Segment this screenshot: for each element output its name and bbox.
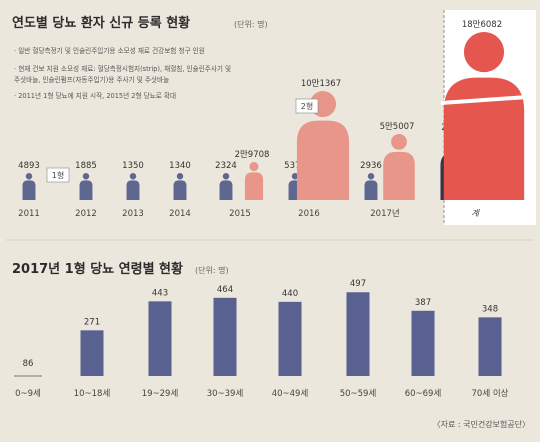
year-label-2015: 2015: [229, 209, 251, 219]
person-icon-type1-2013-body: [126, 180, 140, 200]
bar-30~39세: [213, 297, 237, 376]
value-label-type1-2016: 5373: [284, 161, 306, 171]
person-icon-type1-2013-head: [129, 173, 137, 180]
age-label-30~39세: 30~39세: [207, 389, 244, 399]
bar-value-0~9세: 86: [23, 359, 34, 369]
person-icon-type1-2014-body: [173, 180, 187, 200]
note-3: 주삿바늘, 인슐린펌프(자동주입기)용 주사기 및 주삿바늘: [14, 75, 169, 84]
age-label-40~49세: 40~49세: [272, 389, 309, 399]
person-icon-type2-2015-body: [244, 172, 264, 200]
person-icon-type2-계-body: [443, 77, 525, 200]
value-label-type1-2014: 1340: [169, 161, 191, 171]
year-label-계: 계: [471, 208, 480, 219]
value-label-type1-2013: 1350: [122, 161, 144, 171]
person-icon-type1-2014: [173, 173, 187, 200]
person-icon-type1-2017년-body: [364, 180, 378, 200]
person-icon-type1-2012-body: [79, 180, 93, 200]
year-label-2016: 2016: [298, 209, 320, 219]
age-bar-layer: 86 0~9세 271 10~18세 443 19~29세 464 30~39세 440 40~4…: [14, 279, 509, 399]
year-label-2014: 2014: [169, 209, 191, 219]
age-label-70세 이상: 70세 이상: [472, 388, 509, 399]
person-icon-type1-2015-head: [222, 173, 230, 180]
bar-10~18세: [80, 330, 104, 376]
chart1-title: 연도별 당뇨 환자 신규 등록 현황: [12, 15, 190, 31]
age-label-60~69세: 60~69세: [405, 389, 442, 399]
pictogram-layer: 4893 2011 1885 2012 1350 2013 1340 2014 23242만97…: [18, 20, 528, 219]
person-icon-type1-2012-head: [82, 173, 90, 180]
value-label-type1-2017년: 2936: [360, 161, 382, 171]
bar-70세 이상: [478, 317, 502, 376]
value-label-type1-2011: 4893: [18, 161, 40, 171]
type1-tag-box: [46, 167, 70, 183]
note-4: · 2011년 1형 당뇨에 지원 시작, 2015년 2형 당뇨로 확대: [14, 91, 176, 100]
person-icon-type1-2012: [79, 173, 93, 200]
person-icon-type1-2017년: [364, 173, 378, 200]
bar-40~49세: [278, 301, 302, 376]
person-icon-type1-2015: [219, 173, 233, 200]
person-icon-type2-2017년-body: [383, 151, 415, 200]
note-1: · 일반 혈당측정기 및 인슐린주입기용 소모성 재료 건강보험 청구 인원: [14, 46, 205, 55]
person-icon-type1-2011-head: [25, 173, 33, 180]
person-icon-type2-2017년-head: [391, 134, 407, 150]
bar-value-10~18세: 271: [84, 317, 100, 327]
bar-value-30~39세: 464: [217, 285, 233, 295]
bar-value-60~69세: 387: [415, 298, 431, 308]
age-label-0~9세: 0~9세: [15, 389, 41, 399]
bar-value-70세 이상: 348: [482, 304, 498, 314]
age-label-19~29세: 19~29세: [142, 389, 179, 399]
source: 〈자료 : 국민건강보험공단〉: [433, 419, 530, 429]
age-label-10~18세: 10~18세: [74, 389, 111, 399]
person-icon-type2-계: [440, 32, 528, 200]
person-icon-type2-계-axis-break: [440, 95, 528, 105]
person-icon-type2-2016-body: [296, 120, 350, 200]
value-label-type1-2012: 1885: [75, 161, 97, 171]
bar-value-19~29세: 443: [152, 288, 168, 298]
person-icon-type1-2011-body: [22, 180, 36, 200]
person-icon-type1-2015-body: [219, 180, 233, 200]
bar-value-40~49세: 440: [282, 289, 298, 299]
value-label-type2-계: 18만6082: [462, 20, 502, 30]
person-icon-type2-2015-head: [249, 162, 259, 172]
age-label-50~59세: 50~59세: [340, 389, 377, 399]
type1-tag: 1형: [52, 171, 64, 180]
person-icon-type1-2016-head: [291, 173, 299, 180]
note-2: · 현재 건보 지원 소모성 재료: 혈당측정시험지(strip), 채혈침, …: [14, 64, 231, 73]
person-icon-type2-2017년: [383, 134, 415, 200]
value-label-type1-2015: 2324: [215, 161, 237, 171]
type2-tag: 2형: [301, 102, 313, 111]
person-icon-type1-2017년-head: [367, 173, 375, 180]
bar-50~59세: [346, 292, 370, 376]
chart2-title: 2017년 1형 당뇨 연령별 현황: [12, 261, 183, 277]
year-label-2017년: 2017년: [370, 208, 399, 219]
value-label-type2-2016: 10만1367: [301, 79, 341, 89]
bar-value-50~59세: 497: [350, 279, 366, 289]
bar-60~69세: [411, 310, 435, 376]
person-icon-type1-2011: [22, 173, 36, 200]
chart2-unit: (단위: 명): [195, 265, 229, 275]
person-icon-type2-2015: [244, 162, 264, 200]
chart1-unit: (단위: 명): [234, 19, 268, 29]
value-label-type2-2017년: 5만5007: [380, 122, 415, 132]
bar-19~29세: [148, 301, 172, 376]
person-icon-type1-2014-head: [176, 173, 184, 180]
year-label-2013: 2013: [122, 209, 144, 219]
year-label-2012: 2012: [75, 209, 97, 219]
year-label-2011: 2011: [18, 209, 40, 219]
person-icon-type1-2013: [126, 173, 140, 200]
value-label-type2-2015: 2만9708: [235, 150, 270, 160]
type2-tag-box: [295, 98, 319, 114]
chart1-notes: · 일반 혈당측정기 및 인슐린주입기용 소모성 재료 건강보험 청구 인원 ·…: [14, 46, 231, 100]
person-icon-type2-계-head: [463, 32, 505, 73]
